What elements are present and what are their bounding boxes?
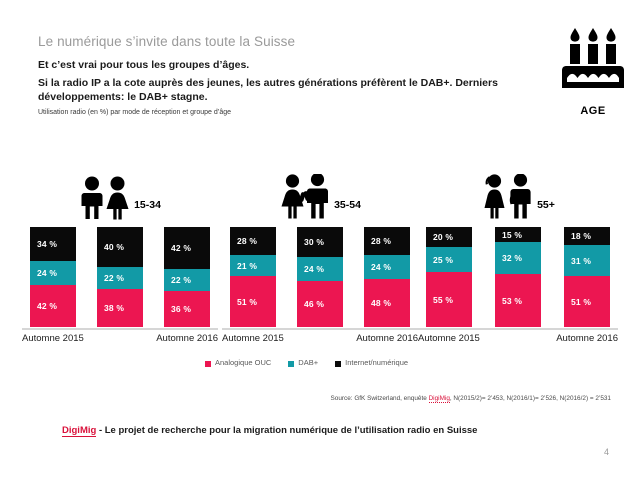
bar-2016[interactable]: 18 % 31 % 51 % — [564, 227, 610, 327]
senior-man-icon — [509, 174, 531, 219]
legend-item-internet: Internet/numérique — [335, 358, 408, 368]
woman-icon — [106, 176, 129, 220]
segment-dab: 22 % — [97, 267, 143, 289]
segment-dab: 24 % — [364, 255, 410, 279]
segment-analogique: 48 % — [364, 279, 410, 327]
bar-2015[interactable]: 20 % 25 % 55 % — [426, 227, 472, 327]
bar-middle[interactable]: 30 % 24 % 46 % — [297, 227, 343, 327]
man-icon — [304, 174, 329, 219]
bar-middle[interactable]: 15 % 32 % 53 % — [495, 227, 541, 327]
legend-label: DAB+ — [298, 358, 319, 367]
segment-dab: 22 % — [164, 269, 210, 291]
page-title: Le numérique s’invite dans toute la Suis… — [38, 34, 296, 49]
page-number: 4 — [603, 447, 609, 457]
legend-swatch-icon — [205, 361, 211, 367]
x-tick-right: Automne 2016 — [356, 333, 418, 344]
segment-analogique: 38 % — [97, 289, 143, 327]
subtitle-line-2: Si la radio IP a la cote auprès des jeun… — [38, 76, 498, 103]
chart-group-55-plus: 55+ 20 % 25 % 55 % 15 % 32 % 53 % 18 % 3… — [418, 168, 618, 349]
segment-dab: 24 % — [30, 261, 76, 285]
segment-internet: 15 % — [495, 227, 541, 242]
age-group-label: 15-34 — [134, 199, 161, 211]
age-badge: AGE — [556, 22, 630, 117]
age-label: AGE — [580, 105, 606, 117]
charts-container: 15-34 34 % 24 % 42 % 40 % 22 % 38 % 42 %… — [0, 168, 639, 348]
age-group-label: 35-54 — [334, 199, 361, 211]
x-tick-left: Automne 2015 — [222, 333, 284, 344]
plot-area: 20 % 25 % 55 % 15 % 32 % 53 % 18 % 31 % … — [418, 227, 618, 327]
segment-analogique: 53 % — [495, 274, 541, 327]
x-axis-labels: Automne 2015 Automne 2016 — [418, 333, 618, 349]
bar-2016[interactable]: 42 % 22 % 36 % — [164, 227, 210, 327]
segment-dab: 21 % — [230, 255, 276, 276]
group-icon-row: 55+ — [418, 168, 618, 220]
bar-2016[interactable]: 28 % 24 % 48 % — [364, 227, 410, 327]
source-brand: DigiMig — [428, 395, 450, 403]
legend-item-analogique: Analogique OUC — [205, 358, 271, 368]
senior-woman-icon — [484, 174, 505, 219]
birthday-cake-icon — [562, 28, 624, 88]
legend-swatch-icon — [335, 361, 342, 367]
x-axis-labels: Automne 2015 Automne 2016 — [22, 333, 218, 349]
x-axis-line — [418, 328, 618, 330]
bar-2015[interactable]: 28 % 21 % 51 % — [230, 227, 276, 327]
legend-label: Internet/numérique — [345, 358, 409, 367]
segment-internet: 28 % — [230, 227, 276, 255]
segment-analogique: 51 % — [230, 276, 276, 327]
segment-internet: 30 % — [297, 227, 343, 257]
chart-caption: Utilisation radio (en %) par mode de réc… — [38, 109, 232, 117]
segment-analogique: 51 % — [564, 276, 610, 327]
man-icon — [81, 176, 103, 219]
legend-label: Analogique OUC — [215, 358, 272, 367]
subtitle-line-1: Et c’est vrai pour tous les groupes d’âg… — [38, 58, 250, 71]
plot-area: 28 % 21 % 51 % 30 % 24 % 46 % 28 % 24 % … — [222, 227, 418, 327]
source-prefix: Source: GfK Switzerland, enquête — [330, 395, 429, 402]
bar-2015[interactable]: 34 % 24 % 42 % — [30, 227, 76, 327]
plot-area: 34 % 24 % 42 % 40 % 22 % 38 % 42 % 22 % … — [22, 227, 218, 327]
x-axis-line — [222, 328, 418, 330]
segment-internet: 20 % — [426, 227, 472, 247]
group-icon-row: 35-54 — [222, 168, 418, 220]
footer-note: DigiMig - Le projet de recherche pour la… — [62, 425, 478, 437]
legend-swatch-icon — [288, 361, 295, 367]
x-tick-right: Automne 2016 — [556, 333, 618, 344]
segment-dab: 25 % — [426, 247, 472, 272]
x-tick-right: Automne 2016 — [156, 333, 218, 344]
x-tick-left: Automne 2015 — [418, 333, 480, 344]
segment-internet: 42 % — [164, 227, 210, 269]
segment-dab: 24 % — [297, 257, 343, 281]
chart-group-35-54: 35-54 28 % 21 % 51 % 30 % 24 % 46 % 28 %… — [222, 168, 418, 349]
age-group-label: 55+ — [537, 199, 555, 211]
segment-analogique: 55 % — [426, 272, 472, 327]
segment-dab: 32 % — [495, 242, 541, 274]
segment-internet: 18 % — [564, 227, 610, 245]
segment-internet: 34 % — [30, 227, 76, 261]
segment-dab: 31 % — [564, 245, 610, 276]
segment-internet: 40 % — [97, 227, 143, 267]
x-axis-line — [22, 328, 218, 330]
legend-item-dab: DAB+ — [288, 358, 318, 368]
woman-icon — [281, 174, 306, 219]
segment-analogique: 36 % — [164, 291, 210, 327]
footer-brand: DigiMig — [62, 425, 97, 437]
x-tick-left: Automne 2015 — [22, 333, 84, 344]
chart-group-15-34: 15-34 34 % 24 % 42 % 40 % 22 % 38 % 42 %… — [22, 168, 218, 349]
segment-analogique: 46 % — [297, 281, 343, 327]
source-note: Source: GfK Switzerland, enquête DigiMig… — [330, 395, 611, 403]
bar-middle[interactable]: 40 % 22 % 38 % — [97, 227, 143, 327]
footer-text: - Le projet de recherche pour la migrati… — [96, 425, 478, 436]
x-axis-labels: Automne 2015 Automne 2016 — [222, 333, 418, 349]
source-suffix: , N(2015/2)= 2’453, N(2016/1)= 2’526, N(… — [449, 395, 611, 402]
header-block: Le numérique s’invite dans toute la Suis… — [38, 33, 538, 118]
segment-internet: 28 % — [364, 227, 410, 255]
segment-analogique: 42 % — [30, 285, 76, 327]
group-icon-row: 15-34 — [22, 168, 218, 220]
chart-legend: Analogique OUC DAB+ Internet/numérique — [205, 358, 425, 368]
